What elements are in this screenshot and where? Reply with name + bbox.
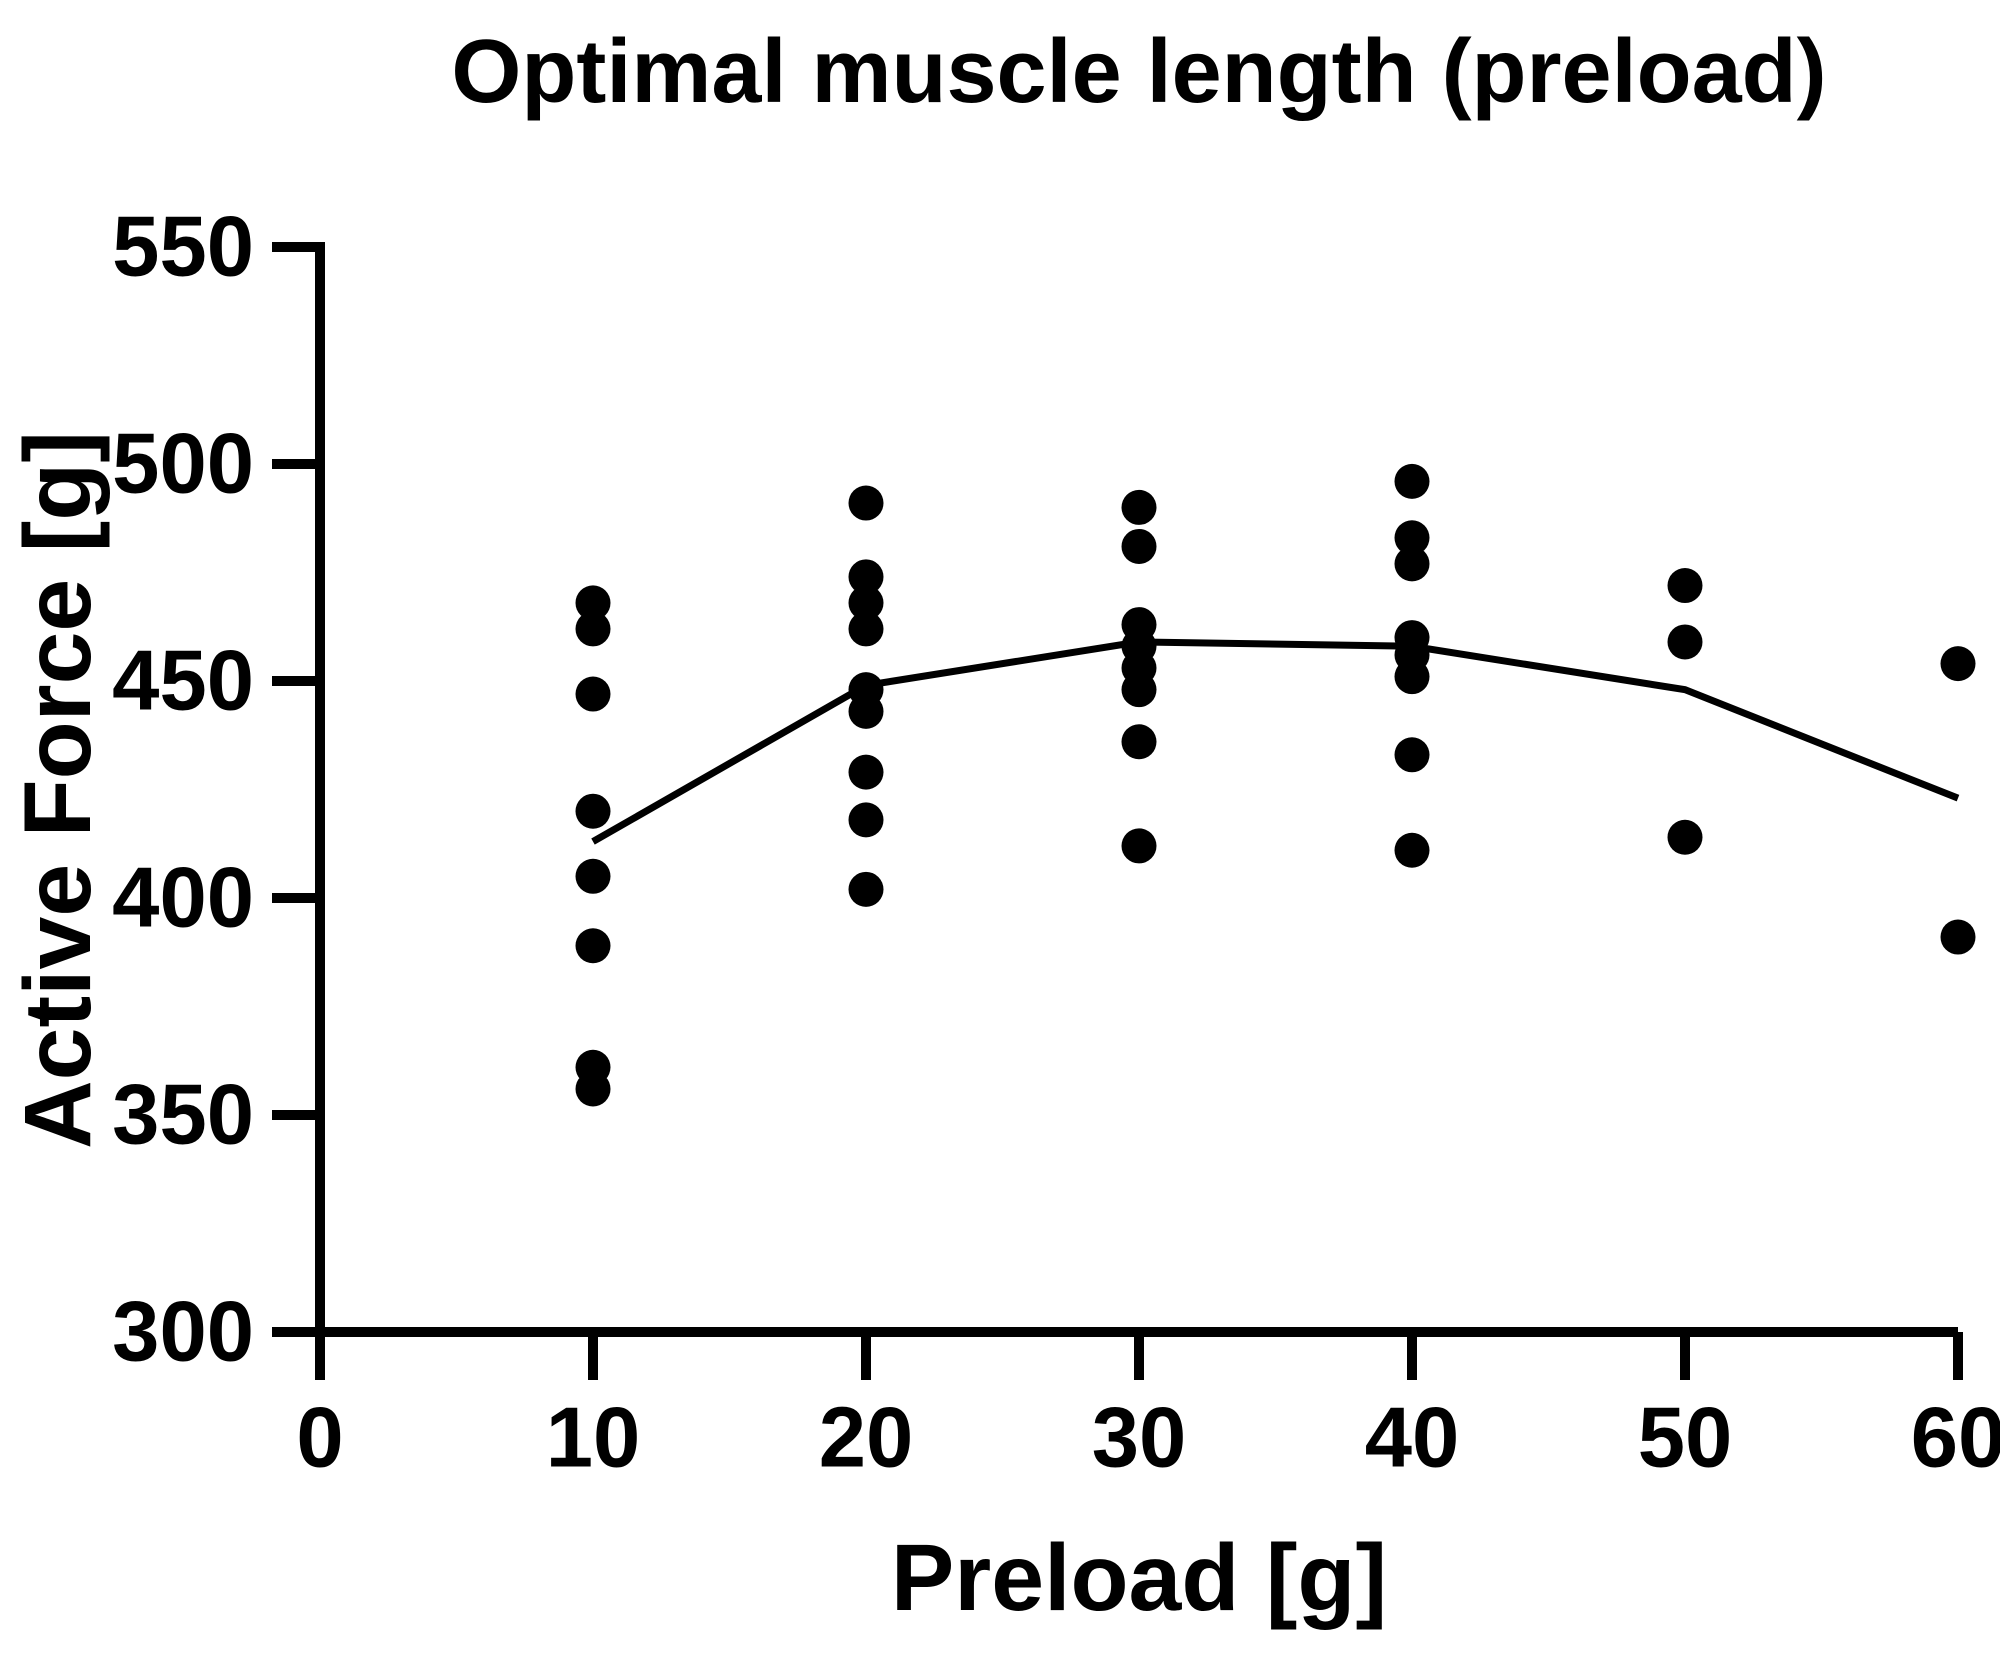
y-tick-label: 450 xyxy=(112,634,254,729)
data-point xyxy=(1121,489,1157,525)
x-axis-label: Preload [g] xyxy=(891,1525,1387,1631)
data-point xyxy=(848,871,884,907)
x-tick-label: 0 xyxy=(296,1391,343,1486)
data-point xyxy=(1394,659,1430,695)
y-tick-label: 300 xyxy=(112,1285,254,1380)
x-tick-label: 40 xyxy=(1365,1391,1460,1486)
data-point xyxy=(575,793,611,829)
data-point xyxy=(1940,646,1976,682)
data-point xyxy=(575,1071,611,1107)
data-point xyxy=(848,485,884,521)
data-point xyxy=(1394,546,1430,582)
data-point xyxy=(1121,828,1157,864)
data-point xyxy=(575,676,611,712)
data-point xyxy=(1394,737,1430,773)
data-point xyxy=(1394,520,1430,556)
chart-title: Optimal muscle length (preload) xyxy=(451,22,1826,122)
y-tick-label: 550 xyxy=(112,200,254,295)
y-tick-label: 400 xyxy=(112,851,254,946)
data-point xyxy=(848,693,884,729)
data-point xyxy=(1940,919,1976,955)
data-point xyxy=(1667,624,1703,660)
axes: 300 350 400 450 500 550 0 10 20 30 40 50 60 xyxy=(112,200,2000,1486)
x-tick-label: 20 xyxy=(819,1391,914,1486)
data-point xyxy=(848,754,884,790)
data-point xyxy=(848,611,884,647)
data-point xyxy=(1121,528,1157,564)
y-axis-label: Active Force [g] xyxy=(5,431,111,1149)
data-point xyxy=(1667,568,1703,604)
x-tick-label: 60 xyxy=(1911,1391,2000,1486)
y-tick-label: 500 xyxy=(112,417,254,512)
x-tick-label: 30 xyxy=(1092,1391,1187,1486)
x-tick-label: 10 xyxy=(546,1391,641,1486)
data-point xyxy=(848,585,884,621)
data-point xyxy=(1394,463,1430,499)
data-point xyxy=(575,858,611,894)
data-point xyxy=(848,559,884,595)
data-point xyxy=(1667,819,1703,855)
data-layer xyxy=(575,463,1976,1107)
data-point xyxy=(1121,724,1157,760)
data-point xyxy=(575,611,611,647)
y-tick-label: 350 xyxy=(112,1068,254,1163)
mean-line xyxy=(591,638,1960,845)
data-point xyxy=(848,802,884,838)
x-tick-label: 50 xyxy=(1638,1391,1733,1486)
data-point xyxy=(1121,672,1157,708)
data-point xyxy=(575,928,611,964)
data-point xyxy=(575,585,611,621)
data-point xyxy=(1394,832,1430,868)
